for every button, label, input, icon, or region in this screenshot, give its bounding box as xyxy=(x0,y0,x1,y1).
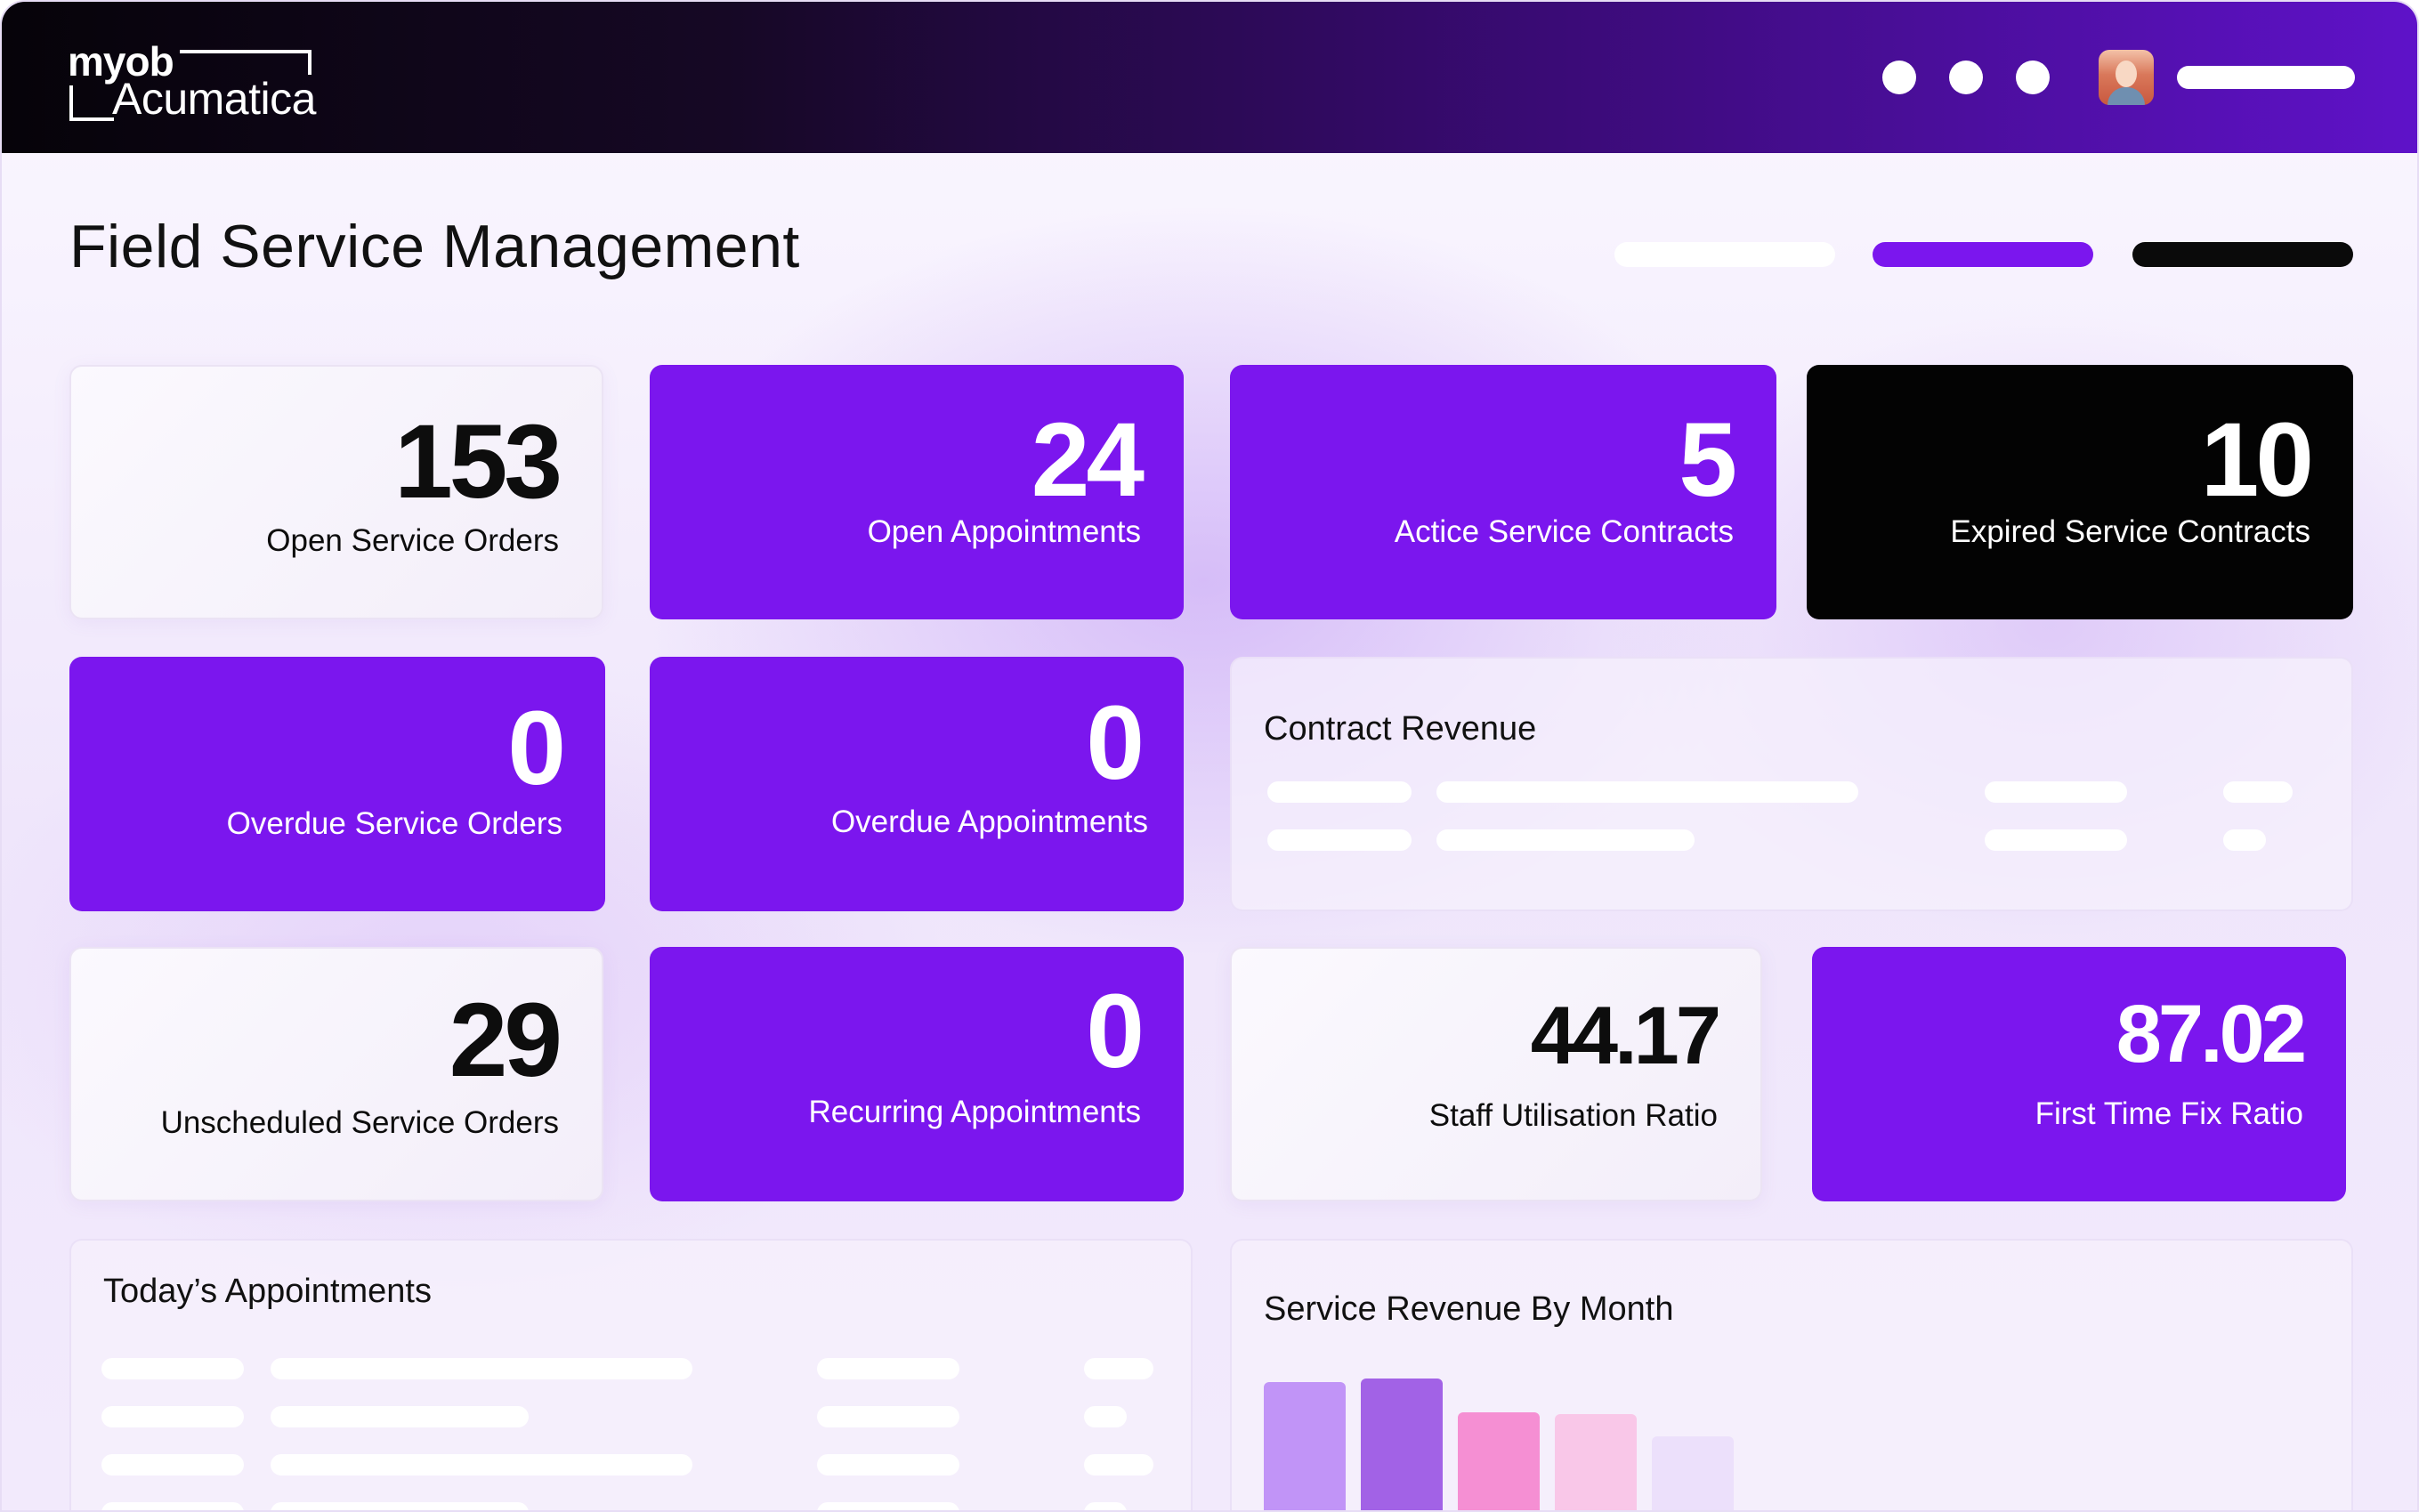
chart-title: Service Revenue By Month xyxy=(1264,1290,1674,1328)
placeholder-line xyxy=(101,1358,244,1379)
kpi-card-open-service-orders[interactable]: 153 Open Service Orders xyxy=(69,365,603,619)
panel-title: Today’s Appointments xyxy=(103,1273,432,1310)
kpi-card-unscheduled-service-orders[interactable]: 29 Unscheduled Service Orders xyxy=(69,947,603,1201)
placeholder-line xyxy=(1436,781,1858,803)
kpi-label: Unscheduled Service Orders xyxy=(160,1105,559,1140)
placeholder-line xyxy=(1436,829,1695,851)
kpi-value: 5 xyxy=(1679,401,1737,519)
top-bar: myob Acumatica xyxy=(2,2,2417,153)
placeholder-line xyxy=(1267,781,1412,803)
kpi-card-active-service-contracts[interactable]: 5 Actice Service Contracts xyxy=(1230,365,1776,619)
kpi-value: 0 xyxy=(1086,973,1145,1090)
placeholder-line xyxy=(2223,829,2266,851)
logo-stroke xyxy=(180,50,311,53)
placeholder-line xyxy=(101,1406,244,1427)
kpi-value: 10 xyxy=(2200,401,2314,519)
kpi-value: 29 xyxy=(449,982,562,1099)
kpi-value: 87.02 xyxy=(2116,989,2307,1079)
chart-bar[interactable] xyxy=(1652,1436,1734,1510)
avatar-body xyxy=(2108,87,2145,105)
placeholder-line xyxy=(271,1358,692,1379)
kpi-card-staff-utilisation-ratio[interactable]: 44.17 Staff Utilisation Ratio xyxy=(1230,947,1762,1201)
page-title: Field Service Management xyxy=(69,213,800,280)
kpi-label: Expired Service Contracts xyxy=(1950,514,2310,549)
placeholder-line xyxy=(1084,1454,1153,1476)
logo-stroke xyxy=(69,117,114,121)
placeholder-line xyxy=(1084,1358,1153,1379)
kpi-card-first-time-fix-ratio[interactable]: 87.02 First Time Fix Ratio xyxy=(1812,947,2346,1201)
kpi-card-open-appointments[interactable]: 24 Open Appointments xyxy=(650,365,1184,619)
placeholder-line xyxy=(817,1454,959,1476)
chart-bar[interactable] xyxy=(1458,1412,1540,1510)
placeholder-line xyxy=(1985,829,2127,851)
placeholder-line xyxy=(817,1358,959,1379)
brand-bottom: Acumatica xyxy=(112,74,316,124)
kpi-label: Open Service Orders xyxy=(266,523,559,558)
logo-stroke xyxy=(69,85,73,121)
header-dot-icon[interactable] xyxy=(1882,61,1916,94)
kpi-value: 44.17 xyxy=(1530,990,1721,1081)
kpi-label: First Time Fix Ratio xyxy=(2035,1096,2303,1131)
brand-logo[interactable]: myob Acumatica xyxy=(66,37,333,124)
placeholder-line xyxy=(1267,829,1412,851)
placeholder-line xyxy=(1084,1502,1127,1510)
kpi-value: 0 xyxy=(507,690,566,807)
chart-bar[interactable] xyxy=(1264,1382,1346,1510)
kpi-label: Staff Utilisation Ratio xyxy=(1428,1098,1718,1133)
placeholder-line xyxy=(101,1454,244,1476)
placeholder-line xyxy=(271,1406,529,1427)
kpi-label: Actice Service Contracts xyxy=(1394,514,1734,549)
kpi-card-overdue-appointments[interactable]: 0 Overdue Appointments xyxy=(650,657,1184,911)
placeholder-line xyxy=(1985,781,2127,803)
todays-appointments-panel[interactable]: Today’s Appointments xyxy=(69,1239,1193,1510)
service-revenue-chart xyxy=(1264,1365,1798,1510)
logo-stroke xyxy=(308,50,311,75)
header-dot-icon[interactable] xyxy=(1949,61,1983,94)
kpi-label: Recurring Appointments xyxy=(808,1095,1141,1129)
avatar-face xyxy=(2116,61,2137,87)
placeholder-line xyxy=(817,1502,959,1510)
avatar[interactable] xyxy=(2099,50,2154,105)
panel-title: Contract Revenue xyxy=(1264,710,1537,748)
kpi-card-recurring-appointments[interactable]: 0 Recurring Appointments xyxy=(650,947,1184,1201)
kpi-value: 153 xyxy=(394,403,562,521)
kpi-label: Overdue Appointments xyxy=(830,805,1148,839)
brand-top: myob xyxy=(68,38,174,85)
tab-inactive[interactable] xyxy=(1614,242,1835,267)
placeholder-line xyxy=(817,1406,959,1427)
user-name-placeholder[interactable] xyxy=(2177,66,2355,89)
placeholder-line xyxy=(1084,1406,1127,1427)
kpi-value: 24 xyxy=(1031,401,1145,519)
kpi-label: Overdue Service Orders xyxy=(226,806,562,841)
kpi-value: 0 xyxy=(1086,684,1145,802)
kpi-card-overdue-service-orders[interactable]: 0 Overdue Service Orders xyxy=(69,657,605,911)
placeholder-line xyxy=(2223,781,2293,803)
header-dot-icon[interactable] xyxy=(2016,61,2050,94)
kpi-label: Open Appointments xyxy=(867,514,1141,549)
contract-revenue-panel[interactable]: Contract Revenue xyxy=(1230,657,2353,911)
placeholder-line xyxy=(271,1454,692,1476)
chart-bar[interactable] xyxy=(1361,1379,1443,1510)
chart-bar[interactable] xyxy=(1555,1414,1637,1510)
placeholder-line xyxy=(101,1502,244,1510)
placeholder-line xyxy=(271,1502,529,1510)
kpi-card-expired-service-contracts[interactable]: 10 Expired Service Contracts xyxy=(1807,365,2353,619)
tab-active[interactable] xyxy=(1873,242,2093,267)
service-revenue-panel[interactable]: Service Revenue By Month xyxy=(1230,1239,2353,1510)
tab-dark[interactable] xyxy=(2132,242,2353,267)
